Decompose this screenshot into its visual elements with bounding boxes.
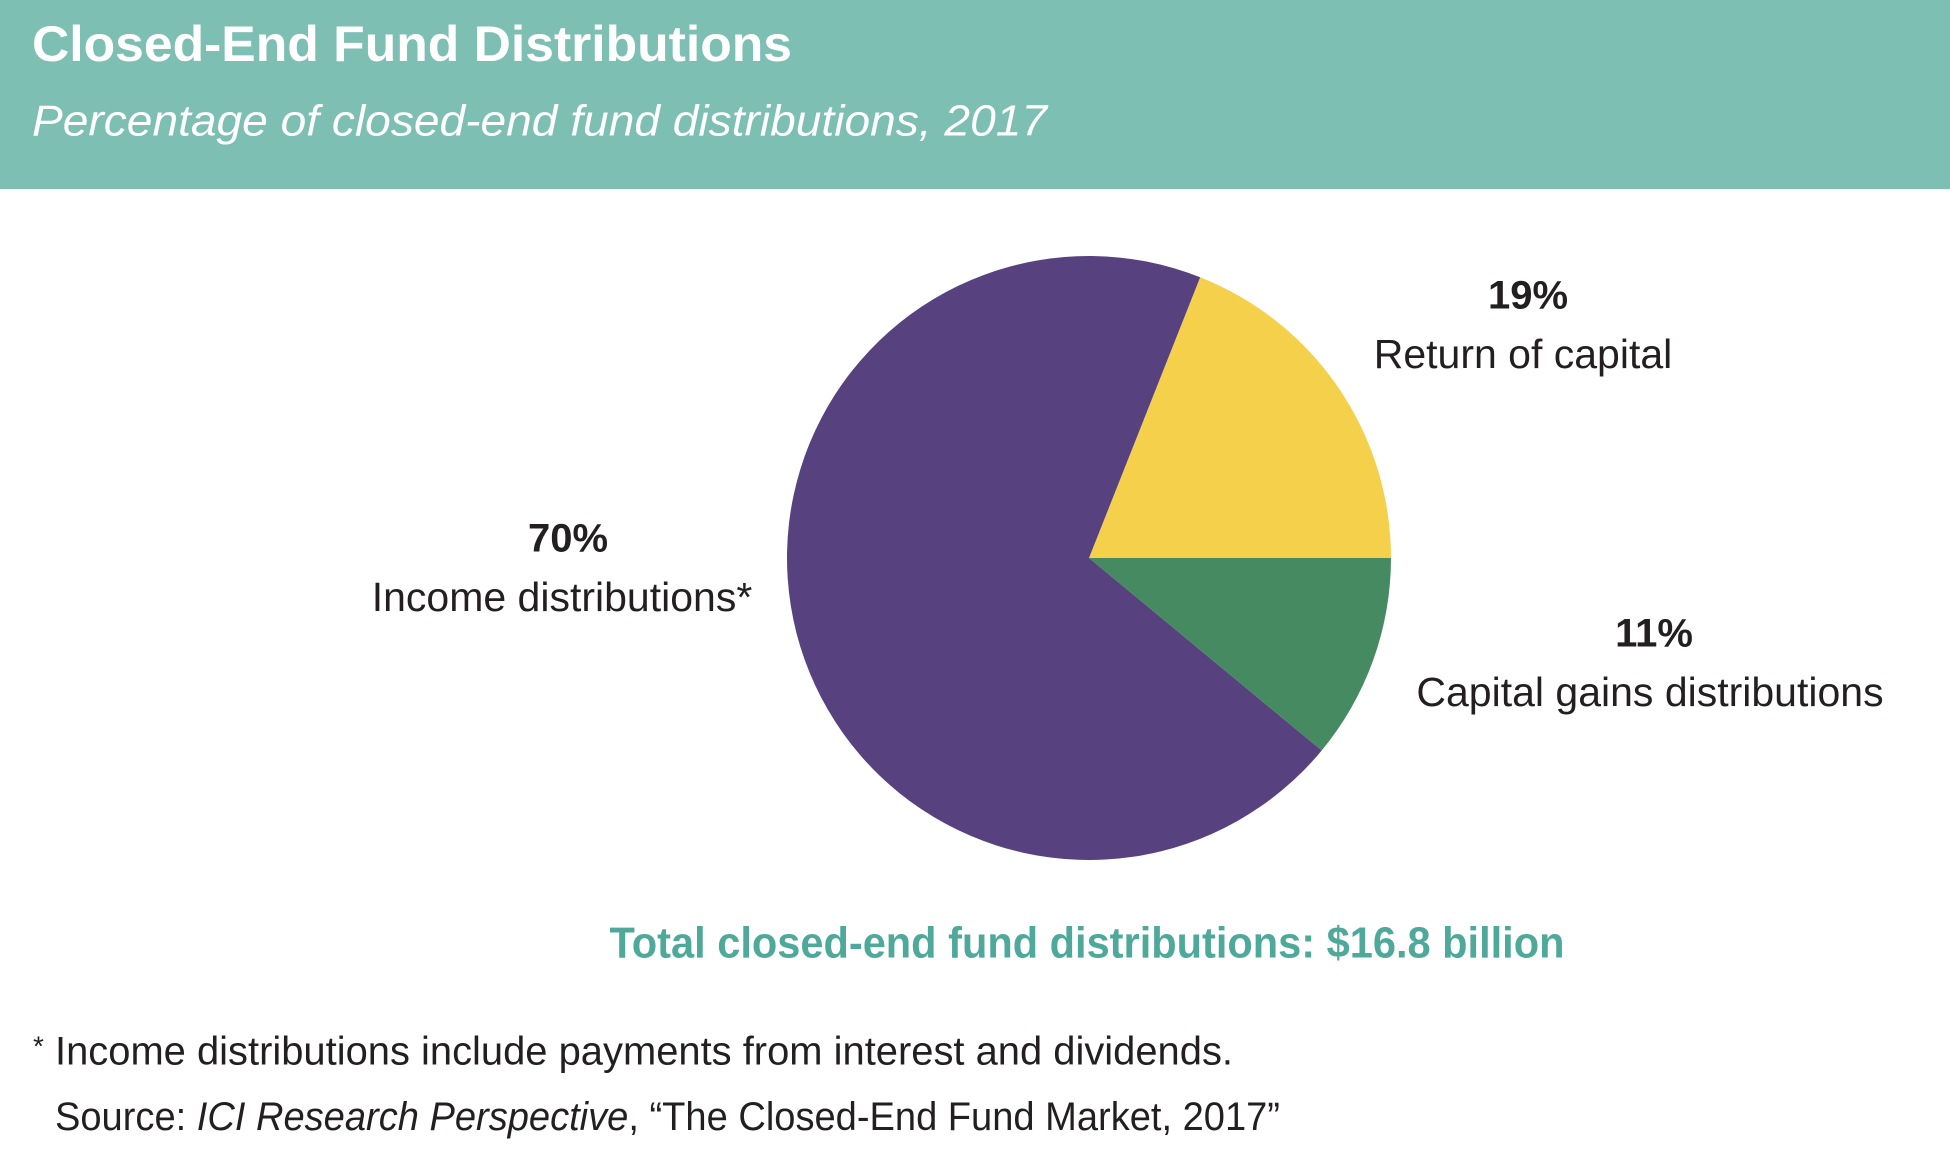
slice-value-label: 70%	[528, 517, 608, 561]
source-prefix: Source:	[55, 1095, 186, 1139]
header-band	[0, 0, 1950, 189]
pie-slice	[787, 256, 1322, 860]
chart-title: Closed-End Fund Distributions	[32, 16, 792, 72]
slice-value-label: 19%	[1488, 274, 1568, 318]
chart-subtitle: Percentage of closed-end fund distributi…	[32, 97, 1049, 146]
slice-category-label: Income distributions*	[372, 574, 753, 620]
source-rest: , “The Closed-End Fund Market, 2017”	[628, 1095, 1280, 1139]
slice-value-label: 11%	[1615, 612, 1693, 656]
slice-category-label: Return of capital	[1374, 331, 1673, 377]
pie	[787, 256, 1391, 860]
total-note: Total closed-end fund distributions: $16…	[610, 919, 1565, 968]
source-publication: ICI Research Perspective	[197, 1095, 629, 1139]
footnote: Income distributions include payments fr…	[55, 1030, 1233, 1074]
pie-slice	[1089, 277, 1391, 558]
pie-slice	[1089, 558, 1391, 751]
footnote-marker: *	[33, 1030, 44, 1061]
slice-category-label: Capital gains distributions	[1416, 669, 1883, 715]
source: Source: ICI Research Perspective, “The C…	[55, 1095, 1280, 1139]
